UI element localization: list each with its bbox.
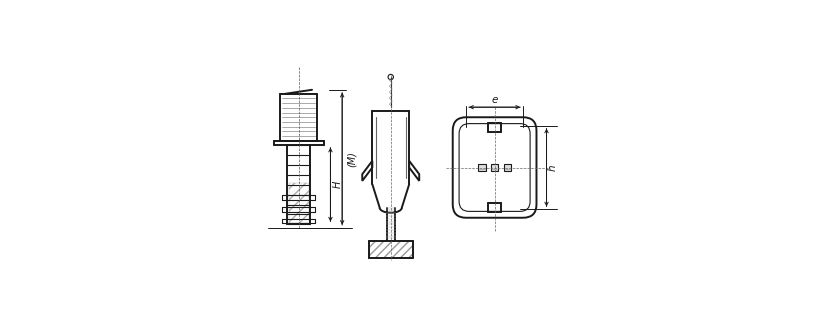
Text: e: e [491,95,498,105]
Bar [369,241,412,258]
Text: h: h [548,164,557,171]
Text: (M): (M) [346,151,356,167]
Bar [478,164,486,171]
Bar [289,183,309,223]
Text: H: H [333,181,343,188]
Bar [504,164,511,171]
Bar [491,164,498,171]
